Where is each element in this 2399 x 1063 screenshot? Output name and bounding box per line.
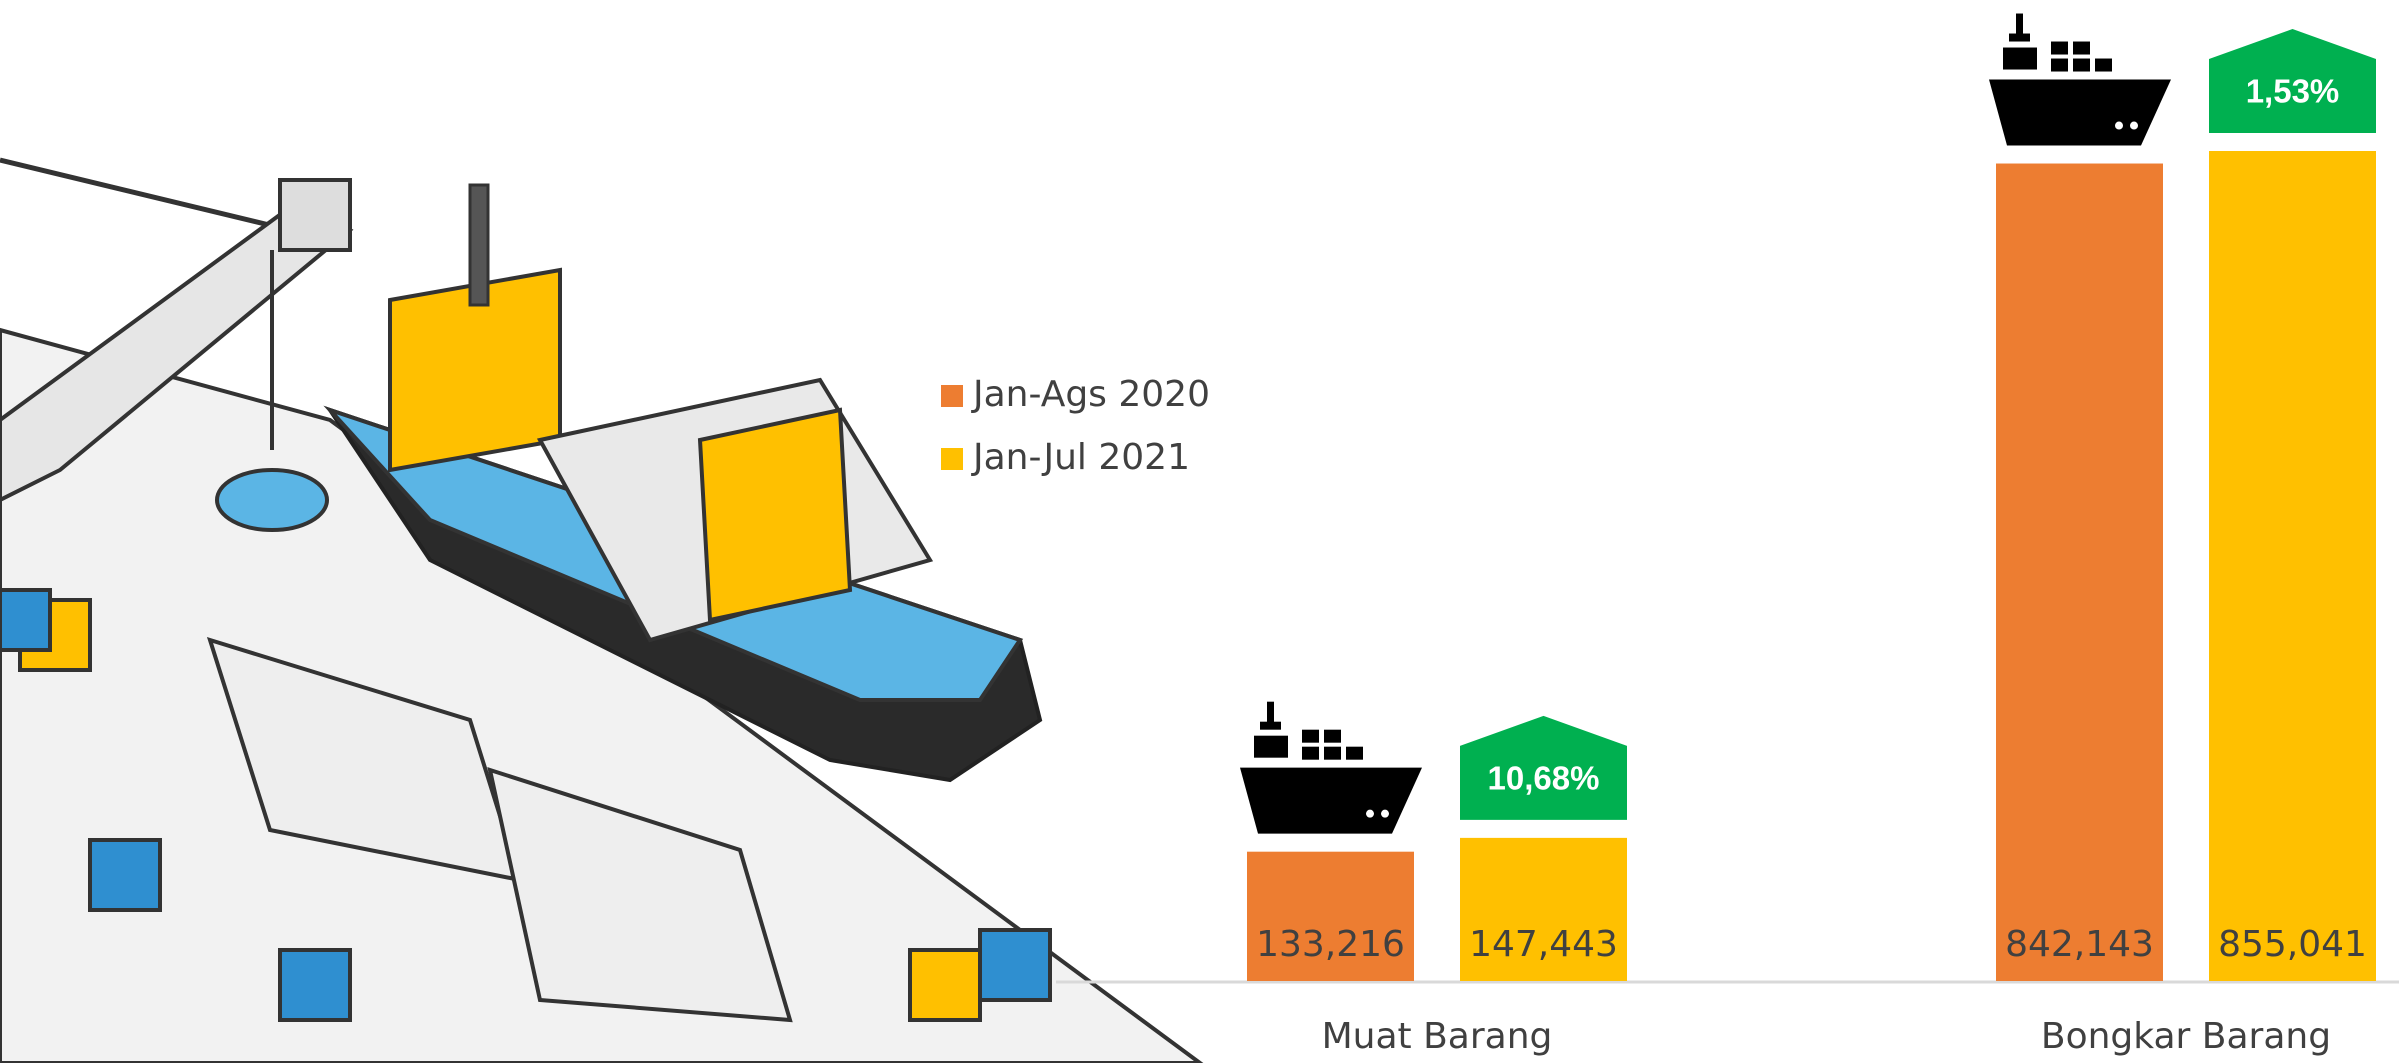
bar xyxy=(1996,163,2163,981)
value-label: 147,443 xyxy=(1469,924,1618,965)
ship-icon xyxy=(1240,701,1422,834)
legend-label: Jan-Ags 2020 xyxy=(971,374,1210,415)
legend-swatch xyxy=(941,448,963,470)
legend-swatch xyxy=(941,385,963,407)
value-label: 133,216 xyxy=(1256,924,1405,965)
change-label: 10,68% xyxy=(1488,760,1600,797)
ship-icon xyxy=(1989,13,2171,146)
port-illustration xyxy=(0,157,1204,1063)
bar xyxy=(1460,837,1627,981)
change-badge xyxy=(1460,715,1627,820)
x-tick-label: Bongkar Barang xyxy=(2041,1016,2331,1057)
bar xyxy=(1247,851,1414,981)
value-label: 855,041 xyxy=(2218,924,2367,965)
change-label: 1,53% xyxy=(2246,73,2340,110)
bar xyxy=(2209,151,2376,981)
x-tick-label: Muat Barang xyxy=(1322,1016,1553,1057)
legend-label: Jan-Jul 2021 xyxy=(971,437,1190,478)
value-label: 842,143 xyxy=(2005,924,2154,965)
change-badge xyxy=(2209,29,2376,133)
